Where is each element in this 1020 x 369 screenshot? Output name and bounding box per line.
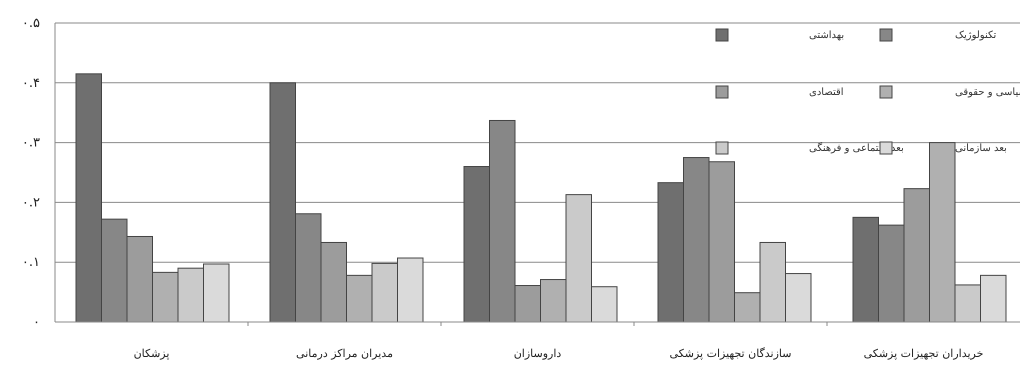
bar [126,235,153,323]
legend-swatch [879,85,893,99]
x-category-label: خریداران تجهیزات پزشکی [864,347,984,360]
bar [514,285,541,323]
bar [463,166,490,323]
axes [54,23,1020,326]
legend-label: تکنولوژیک [955,30,996,41]
bar [734,292,761,323]
legend-label: بعد سازمانی [955,143,1007,154]
bar [980,274,1007,323]
y-tick-label: ۰.۱ [22,255,40,270]
bar [101,218,128,323]
bar [878,224,905,323]
bar [657,182,684,323]
y-tick-label: ۰.۴ [22,76,40,91]
bar [320,241,347,323]
bar [397,257,424,323]
x-category-label: سازندگان تجهیزات پزشکی [670,347,792,360]
bar [565,194,592,323]
y-axis-tick-labels: ۰ ۰.۱ ۰.۲ ۰.۳ ۰.۴ ۰.۵ [22,16,40,330]
bar [929,142,956,323]
legend-swatch [715,28,729,42]
bar [295,213,322,323]
legend-swatch [879,28,893,42]
bar [177,267,204,323]
legend-label: بعد سیاسی و حقوقی [955,87,1020,98]
bar [708,161,735,323]
y-tick-label: ۰.۲ [22,195,40,210]
bar [203,263,230,323]
bar [371,262,398,323]
legend-swatch [715,141,729,155]
bar [759,241,786,323]
y-tick-label: ۰.۳ [22,136,40,151]
bar [591,286,618,323]
bar [683,157,710,323]
bar [852,216,879,323]
legend-label: اقتصادی [809,87,844,98]
y-tick-label: ۰ [33,315,40,330]
bar [346,274,373,323]
bar [75,73,102,323]
x-axis-category-labels: پزشکان مدیران مراکز درمانی داروسازان سازندگ… [134,347,984,360]
bar [785,273,812,323]
bar [954,284,981,323]
y-tick-label: ۰.۵ [22,16,40,31]
x-category-label: مدیران مراکز درمانی [296,347,393,360]
legend-swatch [715,85,729,99]
legend: بهداشتی تکنولوژیک اقتصادی بعد سیاسی و حقوقی… [715,28,1020,155]
bar [152,271,179,323]
bar [489,119,516,323]
x-category-label: داروسازان [514,347,562,360]
bar [540,279,567,323]
legend-swatch [879,141,893,155]
bar [269,82,296,323]
bar [903,188,930,323]
legend-label: بهداشتی [809,30,844,41]
x-category-label: پزشکان [134,347,170,360]
